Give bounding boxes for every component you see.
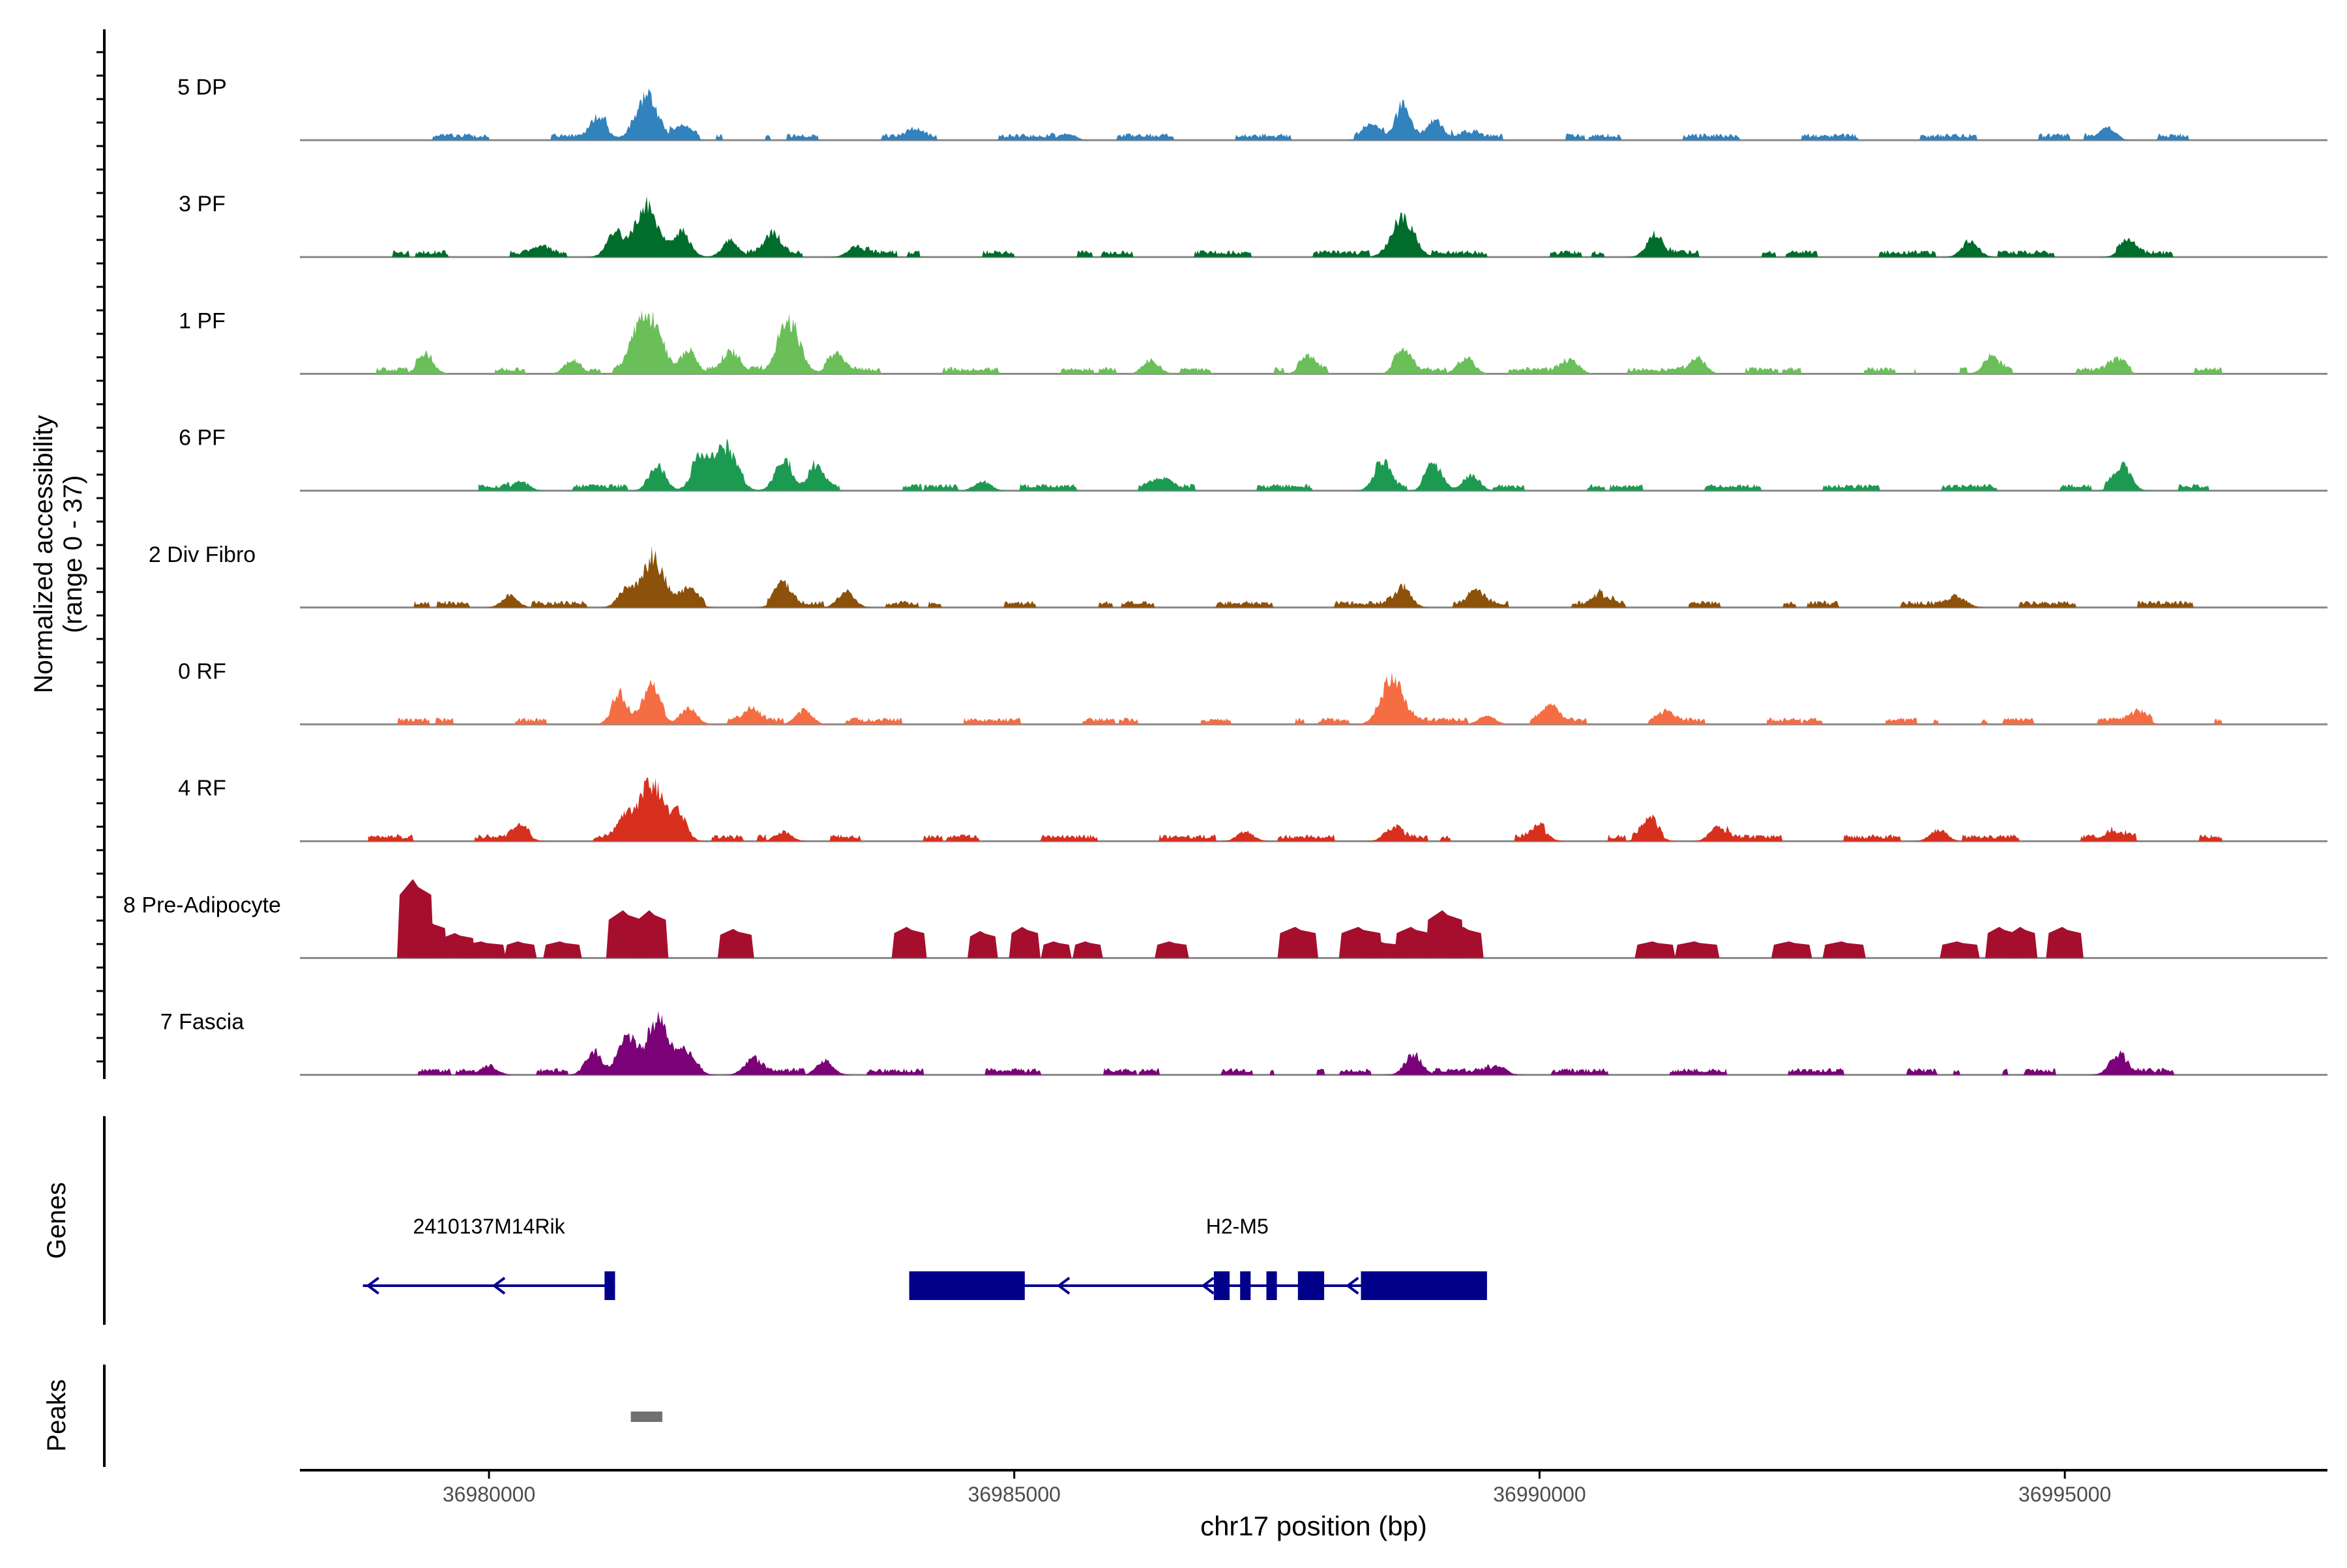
pre-adipocyte-bar — [1634, 941, 1675, 958]
track-label: 4 RF — [178, 776, 226, 801]
strand-arrow — [1056, 1277, 1070, 1295]
pre-adipocyte-bar — [1771, 941, 1812, 958]
strand-arrow — [1201, 1277, 1215, 1295]
gene-exon — [1361, 1271, 1487, 1300]
track-label: 1 PF — [179, 308, 226, 333]
coverage-y-axis-ticks — [96, 51, 104, 1063]
gene-exon — [1213, 1271, 1230, 1300]
gene-exon — [909, 1271, 1025, 1300]
peaks-label: Peaks — [42, 1379, 71, 1451]
track-label: 3 PF — [179, 192, 226, 216]
pre-adipocyte-bar — [504, 941, 537, 958]
x-tick-label: 36995000 — [2018, 1483, 2111, 1506]
pre-adipocyte-bar — [606, 910, 645, 958]
pre-adipocyte-bar — [1277, 926, 1318, 958]
pre-adipocyte-bar — [543, 941, 582, 958]
gene-exon — [1240, 1271, 1251, 1300]
track-label: 5 DP — [177, 75, 227, 100]
strand-arrow — [492, 1277, 506, 1295]
x-tick-label: 36980000 — [443, 1483, 535, 1506]
gene-exon — [1297, 1271, 1325, 1300]
pre-adipocyte-bar — [1674, 941, 1720, 958]
pre-adipocyte-bar — [415, 921, 448, 958]
gene-exon — [604, 1271, 615, 1300]
track-signal-area — [368, 196, 2228, 258]
strand-arrow — [366, 1277, 379, 1295]
pre-adipocyte-bar — [1394, 926, 1433, 958]
y-axis-label: Normalized accessibility — [29, 415, 58, 694]
peak-regions — [630, 1412, 662, 1422]
x-tick-label: 36985000 — [968, 1483, 1061, 1506]
track-signal-area — [478, 438, 2222, 491]
peak-region — [630, 1412, 662, 1422]
track-label: 2 Div Fibro — [149, 542, 256, 567]
pre-adipocyte-bar — [1448, 926, 1484, 958]
pre-adipocyte-bar — [1361, 941, 1404, 958]
pre-adipocyte-bar — [462, 941, 506, 958]
strand-arrow — [1345, 1277, 1359, 1295]
pre-adipocyte-bar — [1940, 941, 1980, 958]
accessibility-tracks: 5 DP 3 PF 1 PF 6 PF 2 Div Fibro 0 RF 4 RF 8 Pre… — [123, 75, 2327, 1076]
pre-adipocyte-bar — [967, 931, 998, 958]
gene-exon — [1266, 1271, 1277, 1300]
x-axis-ticks: 36980000 36985000 36990000 36995000 — [443, 1470, 2111, 1506]
track-label: 7 Fascia — [160, 1010, 244, 1035]
pre-adipocyte-bar — [1009, 926, 1041, 958]
gene-label: H2-M5 — [1206, 1215, 1269, 1238]
gene-annotations: 2410137M14Rik H2-M5 — [362, 1215, 1487, 1300]
pre-adipocyte-bar — [891, 926, 927, 958]
y-axis-range-label: (range 0 - 37) — [59, 475, 87, 633]
pre-adipocyte-bar — [1822, 941, 1866, 958]
pre-adipocyte-bar — [2046, 926, 2084, 958]
gene-label: 2410137M14Rik — [413, 1215, 566, 1238]
x-tick-label: 36990000 — [1493, 1483, 1586, 1506]
pre-adipocyte-bar — [2008, 926, 2038, 958]
pre-adipocyte-bar — [1155, 941, 1189, 958]
pre-adipocyte-bar — [1072, 941, 1103, 958]
track-label: 8 Pre-Adipocyte — [123, 893, 281, 917]
pre-adipocyte-bar — [635, 910, 669, 958]
pre-adipocyte-bar — [717, 928, 754, 958]
genes-label: Genes — [42, 1182, 71, 1259]
track-signal-area — [368, 310, 2222, 374]
pre-adipocyte-bar — [1041, 941, 1072, 958]
track-signal-area — [368, 546, 2212, 608]
x-axis-label: chr17 position (bp) — [1200, 1511, 1427, 1541]
track-label: 6 PF — [179, 426, 226, 451]
track-label: 0 RF — [178, 659, 226, 684]
